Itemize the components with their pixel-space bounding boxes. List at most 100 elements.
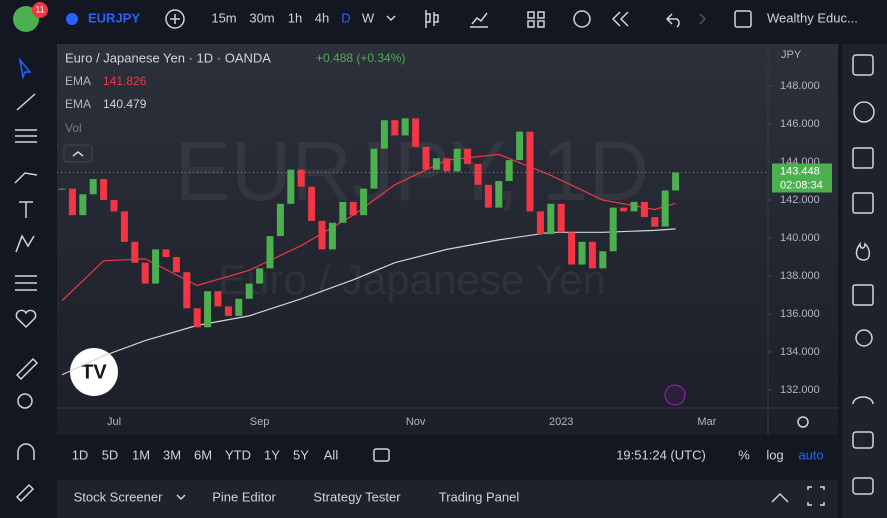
fib-tool[interactable] (15, 129, 37, 143)
range[interactable]: 6M (194, 447, 212, 462)
alert[interactable] (573, 10, 591, 28)
badge (32, 2, 48, 18)
dropdown[interactable] (176, 494, 186, 501)
forecast-tool[interactable] (15, 275, 37, 291)
y-tick-label: 148.000 (780, 80, 820, 92)
chats[interactable] (852, 396, 874, 405)
range[interactable]: All (324, 447, 339, 462)
date-range[interactable] (373, 448, 390, 462)
interval[interactable]: 15m (211, 10, 236, 25)
range[interactable]: 3M (163, 447, 181, 462)
undo[interactable] (665, 13, 680, 28)
candle (640, 201, 648, 218)
text-tool[interactable] (19, 201, 33, 218)
candle (391, 120, 399, 136)
replay[interactable] (611, 11, 629, 27)
candle (505, 160, 513, 182)
candle (412, 118, 420, 147)
account[interactable]: Wealthy Educ... (767, 10, 858, 25)
range[interactable]: 1D (72, 447, 89, 462)
range[interactable]: 5Y (293, 447, 309, 462)
candle (578, 241, 586, 265)
interval-active[interactable]: D (341, 10, 350, 25)
candle (453, 148, 461, 172)
candle (120, 211, 128, 242)
pattern-tool[interactable] (15, 234, 35, 253)
trend-line-tool[interactable] (16, 93, 36, 111)
chart-type[interactable] (425, 10, 439, 28)
chart-title: Euro / Japanese Yen · 1D · OANDA (65, 50, 271, 65)
tv-logo[interactable] (70, 348, 118, 396)
watermark: EURJPY, 1D (175, 124, 650, 218)
add-symbol[interactable] (165, 9, 185, 29)
range[interactable]: 5D (102, 447, 119, 462)
events-icon[interactable] (664, 384, 686, 406)
log-toggle[interactable]: log (766, 447, 783, 462)
settings-icon[interactable] (797, 416, 809, 428)
collapse-legend[interactable] (63, 144, 93, 163)
notifications[interactable] (852, 477, 874, 495)
panel-tab[interactable]: Trading Panel (439, 489, 520, 504)
ruler-tool[interactable] (15, 357, 39, 381)
lock-tool[interactable] (15, 483, 35, 503)
right-toolbar (842, 44, 887, 518)
expand-panel[interactable] (771, 492, 789, 503)
candle (266, 236, 274, 269)
ideas[interactable] (855, 329, 873, 347)
magnet-tool[interactable] (17, 443, 35, 460)
layout-box[interactable] (734, 10, 752, 28)
watchlist[interactable] (852, 54, 874, 76)
clock[interactable]: 19:51:24 (UTC) (616, 447, 706, 462)
interval[interactable]: 1h (288, 10, 302, 25)
candle (256, 268, 264, 284)
hotlists[interactable] (855, 241, 871, 261)
maximize-panel[interactable] (807, 486, 825, 506)
panel-tab[interactable]: Pine Editor (212, 489, 276, 504)
percent-toggle[interactable]: % (738, 447, 750, 462)
candle (318, 220, 326, 250)
candle (204, 291, 212, 328)
currency[interactable]: JPY (781, 49, 802, 61)
range[interactable]: 1M (132, 447, 150, 462)
candle (609, 207, 617, 252)
candle (464, 148, 472, 164)
chart-pane (57, 44, 838, 435)
brush-tool[interactable] (14, 172, 38, 184)
candle (588, 241, 596, 269)
interval[interactable]: 30m (249, 10, 274, 25)
range[interactable]: YTD (225, 447, 251, 462)
auto-toggle[interactable]: auto (798, 447, 823, 462)
layouts[interactable] (527, 11, 545, 28)
range[interactable]: 1Y (264, 447, 280, 462)
news[interactable] (852, 147, 874, 169)
panel-tab[interactable]: Strategy Tester (313, 489, 401, 504)
interval[interactable]: W (362, 10, 375, 25)
dropdown[interactable] (386, 15, 396, 22)
candle (422, 146, 430, 170)
redo[interactable] (699, 13, 707, 25)
panel-tab[interactable]: Stock Screener (74, 489, 164, 504)
interval[interactable]: 4h (315, 10, 329, 25)
ema-line (61, 228, 676, 376)
symbol[interactable]: EURJPY (88, 10, 140, 25)
zoom-tool[interactable] (17, 393, 33, 409)
legend-value: 141.826 (103, 74, 147, 88)
candle (141, 262, 149, 284)
calendar[interactable] (852, 284, 874, 306)
candle (328, 222, 336, 250)
alerts-panel[interactable] (853, 101, 875, 123)
candle (536, 211, 544, 235)
candle (568, 232, 576, 265)
x-tick-label: Mar (697, 416, 716, 428)
data-window[interactable] (852, 192, 874, 214)
cursor-tool[interactable] (18, 57, 32, 80)
favorites-tool[interactable] (15, 309, 37, 329)
streams[interactable] (852, 431, 874, 449)
candle (432, 158, 440, 170)
candle (79, 194, 87, 216)
indicators[interactable] (470, 12, 488, 28)
candle (474, 163, 482, 185)
candle (661, 190, 669, 227)
tv-logo-mark: TV (81, 361, 107, 383)
